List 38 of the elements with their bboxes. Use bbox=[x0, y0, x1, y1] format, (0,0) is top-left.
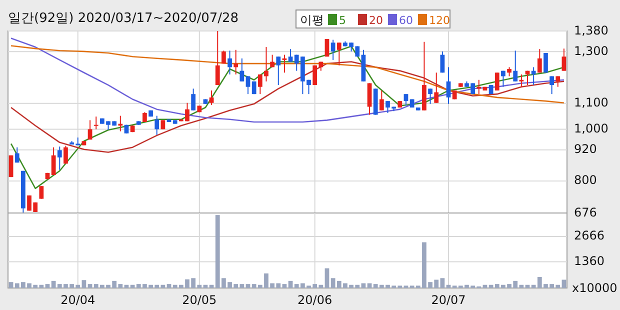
legend-item: 120 bbox=[418, 14, 450, 27]
y-tick-label: 1,380 bbox=[574, 23, 608, 38]
y-tick-label: 1,300 bbox=[574, 44, 608, 58]
bar bbox=[440, 278, 445, 288]
y-tick-label: 676 bbox=[574, 205, 597, 220]
bar bbox=[82, 280, 86, 288]
bar bbox=[288, 280, 293, 288]
y-tick-label: 2666 bbox=[574, 228, 605, 243]
line-series bbox=[10, 38, 565, 123]
bar bbox=[166, 284, 172, 288]
y-tick-label: 1,000 bbox=[574, 122, 608, 136]
chart-title: 일간(92일) 2020/03/17~2020/07/28 bbox=[8, 11, 239, 26]
x-tick-label: 20/05 bbox=[182, 293, 217, 307]
bar bbox=[282, 284, 287, 288]
y-tick-label: 1360 bbox=[574, 254, 605, 268]
y-tick-label: 920 bbox=[574, 142, 597, 156]
legend-item: 60 bbox=[388, 14, 413, 27]
x-tick-label: 20/07 bbox=[431, 293, 466, 307]
legend-item: 5 bbox=[328, 14, 346, 27]
bar bbox=[246, 284, 250, 288]
legend-label: 120 bbox=[429, 14, 450, 27]
bar bbox=[324, 268, 330, 288]
x-tick-label: 20/04 bbox=[60, 293, 96, 307]
legend-item: 20 bbox=[358, 14, 383, 27]
bar bbox=[88, 284, 92, 288]
bar bbox=[8, 282, 14, 288]
line-series bbox=[10, 61, 565, 153]
legend-label: 60 bbox=[399, 14, 413, 27]
x-tick-label: 20/06 bbox=[298, 293, 332, 307]
line-series bbox=[10, 45, 565, 104]
bar bbox=[45, 284, 50, 288]
legend-label: 20 bbox=[369, 14, 383, 27]
y-tick-label: 800 bbox=[574, 173, 597, 188]
legend-label: 5 bbox=[339, 14, 346, 27]
text: x10000 bbox=[572, 281, 618, 295]
y-tick-label: 1,100 bbox=[574, 96, 608, 110]
bar bbox=[562, 280, 566, 288]
legend-title: 이평 bbox=[300, 13, 324, 27]
